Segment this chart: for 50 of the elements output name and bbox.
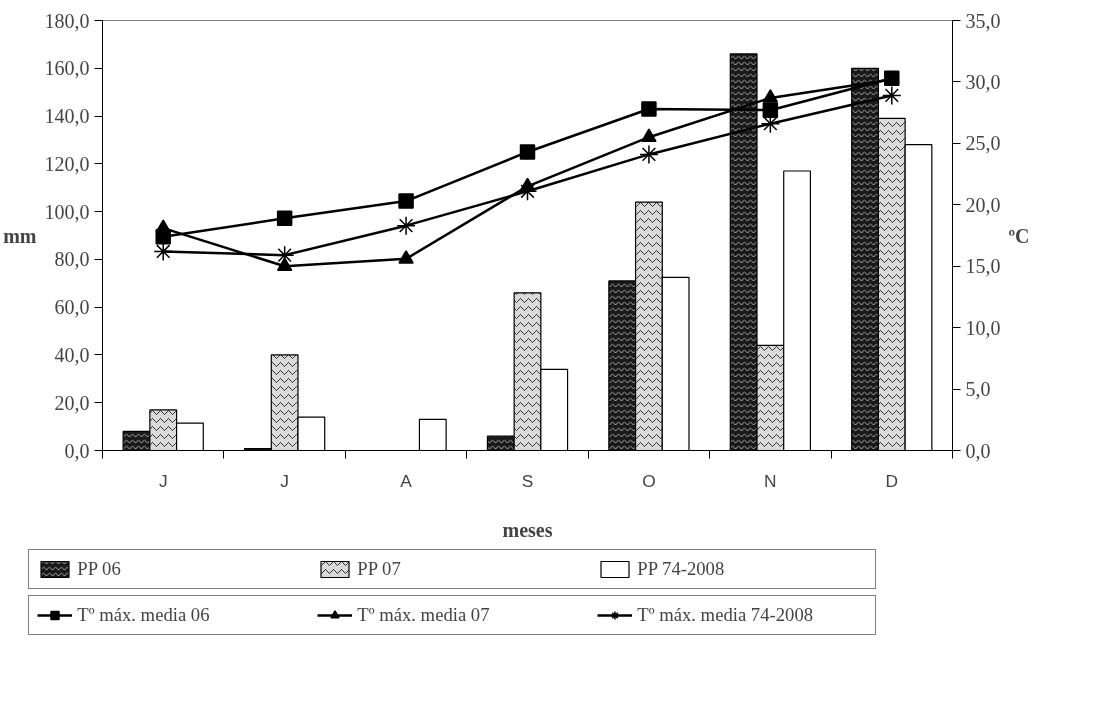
x-tick-label: J (158, 470, 168, 491)
point (276, 210, 293, 227)
y-axis-title: mm (3, 224, 37, 247)
legend-label: Tº máx. media 07 (357, 604, 491, 626)
x-tick-label: A (400, 470, 413, 491)
point (762, 102, 779, 118)
legend-label: PP 07 (357, 558, 402, 580)
y-tick-label: 140,0 (44, 105, 90, 128)
point (396, 215, 416, 236)
y-tick-label: 120,0 (44, 152, 90, 175)
y-tick-label: 60,0 (54, 296, 90, 319)
point (517, 181, 538, 202)
point (155, 219, 171, 233)
y2-tick-label: 10,0 (965, 316, 1001, 339)
x-axis-title: meses (502, 518, 553, 541)
legend-label: PP 06 (77, 558, 122, 580)
y2-tick-label: 15,0 (965, 255, 1001, 278)
y-tick-label: 0,0 (64, 439, 90, 462)
y2-tick-label: 20,0 (965, 193, 1001, 216)
y-tick-label: 20,0 (54, 391, 90, 414)
y-tick-label: 100,0 (44, 200, 90, 223)
x-tick-label: D (885, 470, 899, 491)
point (639, 144, 659, 165)
y2-tick-label: 35,0 (965, 9, 1001, 32)
point (274, 245, 295, 265)
point (519, 144, 536, 160)
y-tick-label: 40,0 (54, 343, 90, 366)
y-tick-label: 80,0 (54, 248, 90, 271)
legend-label: Tº máx. media 06 (77, 604, 211, 626)
point (398, 193, 414, 209)
legend-label: PP 74-2008 (637, 558, 726, 580)
y2-tick-label: 0,0 (965, 439, 991, 462)
x-tick-label: N (764, 470, 777, 491)
point (641, 101, 657, 117)
x-tick-label: J (280, 470, 289, 491)
y2-tick-label: 30,0 (965, 70, 1001, 93)
x-tick-label: S (521, 470, 534, 491)
point (762, 89, 779, 103)
point (276, 257, 293, 272)
y-tick-label: 180,0 (44, 9, 90, 32)
point (641, 128, 657, 143)
x-tick-label: O (642, 470, 656, 491)
point (153, 241, 173, 262)
legend-label: Tº máx. media 74-2008 (637, 604, 815, 626)
point (882, 85, 902, 106)
y2-axis-title: ºC (1008, 224, 1030, 247)
y2-tick-label: 5,0 (965, 378, 991, 401)
y-tick-label: 160,0 (44, 57, 90, 80)
y2-tick-label: 25,0 (965, 132, 1001, 155)
point (398, 250, 414, 264)
